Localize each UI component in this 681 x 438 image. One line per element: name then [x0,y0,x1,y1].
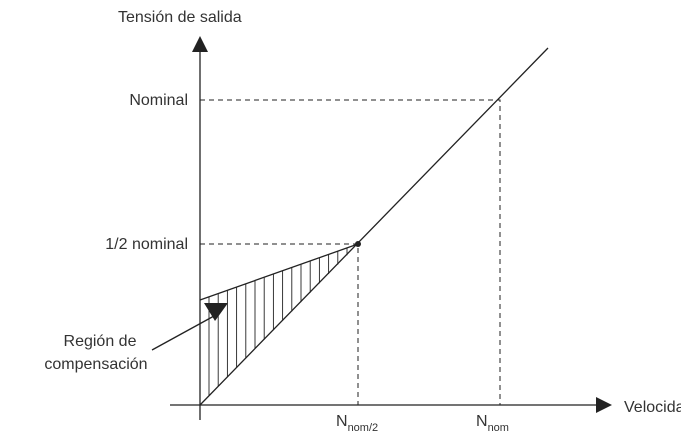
symbol: N [336,413,348,430]
subscript: nom/2 [348,422,379,434]
pointer-arrow [204,303,228,321]
y-arrow [192,36,208,52]
half-label: 1/2 nominal [105,236,188,253]
symbol: N [476,413,488,430]
voltage-line [199,47,549,406]
nominal-label: Nominal [129,92,188,109]
x-arrow [596,397,612,413]
pointer-line [151,315,215,351]
subscript: nom [488,422,509,434]
half-point [355,241,361,247]
x-label: Velocidad [624,399,681,416]
compensation-line [199,243,359,301]
speed-label: Nnom [476,413,509,434]
hatching [208,247,348,396]
y-label: Tensión de salida [118,9,242,26]
nominal-guide [200,99,501,405]
region-label: compensación [44,356,147,373]
region-label: Región de [64,333,137,350]
speed-label: Nnom/2 [336,413,378,434]
